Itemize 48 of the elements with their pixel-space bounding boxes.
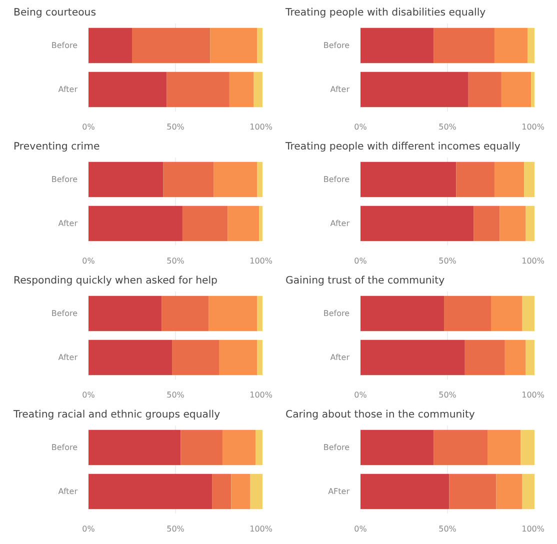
x-tick-label: 100% (522, 122, 545, 132)
x-tick-label: 0% (82, 390, 96, 400)
x-tick-label: 0% (82, 256, 96, 266)
chart-title: Preventing crime (14, 142, 100, 152)
x-tick-label: 100% (522, 256, 545, 266)
y-tick-label: Before (51, 41, 78, 50)
chart-title: Caring about those in the community (286, 410, 475, 420)
x-tick-label: 100% (522, 390, 545, 400)
x-tick-label: 100% (250, 390, 273, 400)
y-tick-label: Before (323, 41, 350, 50)
x-tick-label: 100% (250, 524, 273, 534)
x-tick-label: 0% (82, 524, 96, 534)
x-tick-label: 50% (166, 390, 185, 400)
y-tick-label: Before (323, 443, 350, 452)
x-tick-label: 50% (438, 524, 457, 534)
y-tick-label: Before (323, 175, 350, 184)
y-tick-label: After (58, 219, 78, 228)
x-tick-label: 0% (354, 390, 368, 400)
y-tick-label: After (58, 353, 78, 362)
x-tick-label: 0% (354, 122, 368, 132)
x-tick-label: 100% (522, 524, 545, 534)
y-tick-label: After (58, 85, 78, 94)
y-tick-label: After (58, 487, 78, 496)
y-tick-label: Before (323, 309, 350, 318)
chart-title: Treating people with different incomes equally (284, 142, 520, 152)
y-tick-label: AFter (328, 487, 350, 496)
x-tick-label: 50% (166, 256, 185, 266)
x-tick-label: 50% (166, 122, 185, 132)
y-tick-label: After (330, 219, 350, 228)
y-tick-label: Before (51, 175, 78, 184)
chart-title: Gaining trust of the community (286, 276, 445, 286)
y-tick-label: After (330, 85, 350, 94)
x-tick-label: 0% (82, 122, 96, 132)
x-tick-label: 50% (438, 390, 457, 400)
chart-title: Treating people with disabilities equally (284, 8, 486, 18)
chart-title: Responding quickly when asked for help (14, 276, 218, 286)
y-tick-label: After (330, 353, 350, 362)
x-tick-label: 0% (354, 524, 368, 534)
chart-title: Treating racial and ethnic groups equally (12, 410, 220, 420)
y-tick-label: Before (51, 443, 78, 452)
x-tick-label: 100% (250, 256, 273, 266)
chart-title: Being courteous (14, 8, 96, 18)
x-tick-label: 50% (438, 122, 457, 132)
x-tick-label: 0% (354, 256, 368, 266)
x-tick-label: 50% (166, 524, 185, 534)
x-tick-label: 100% (250, 122, 273, 132)
x-tick-label: 50% (438, 256, 457, 266)
y-tick-label: Before (51, 309, 78, 318)
